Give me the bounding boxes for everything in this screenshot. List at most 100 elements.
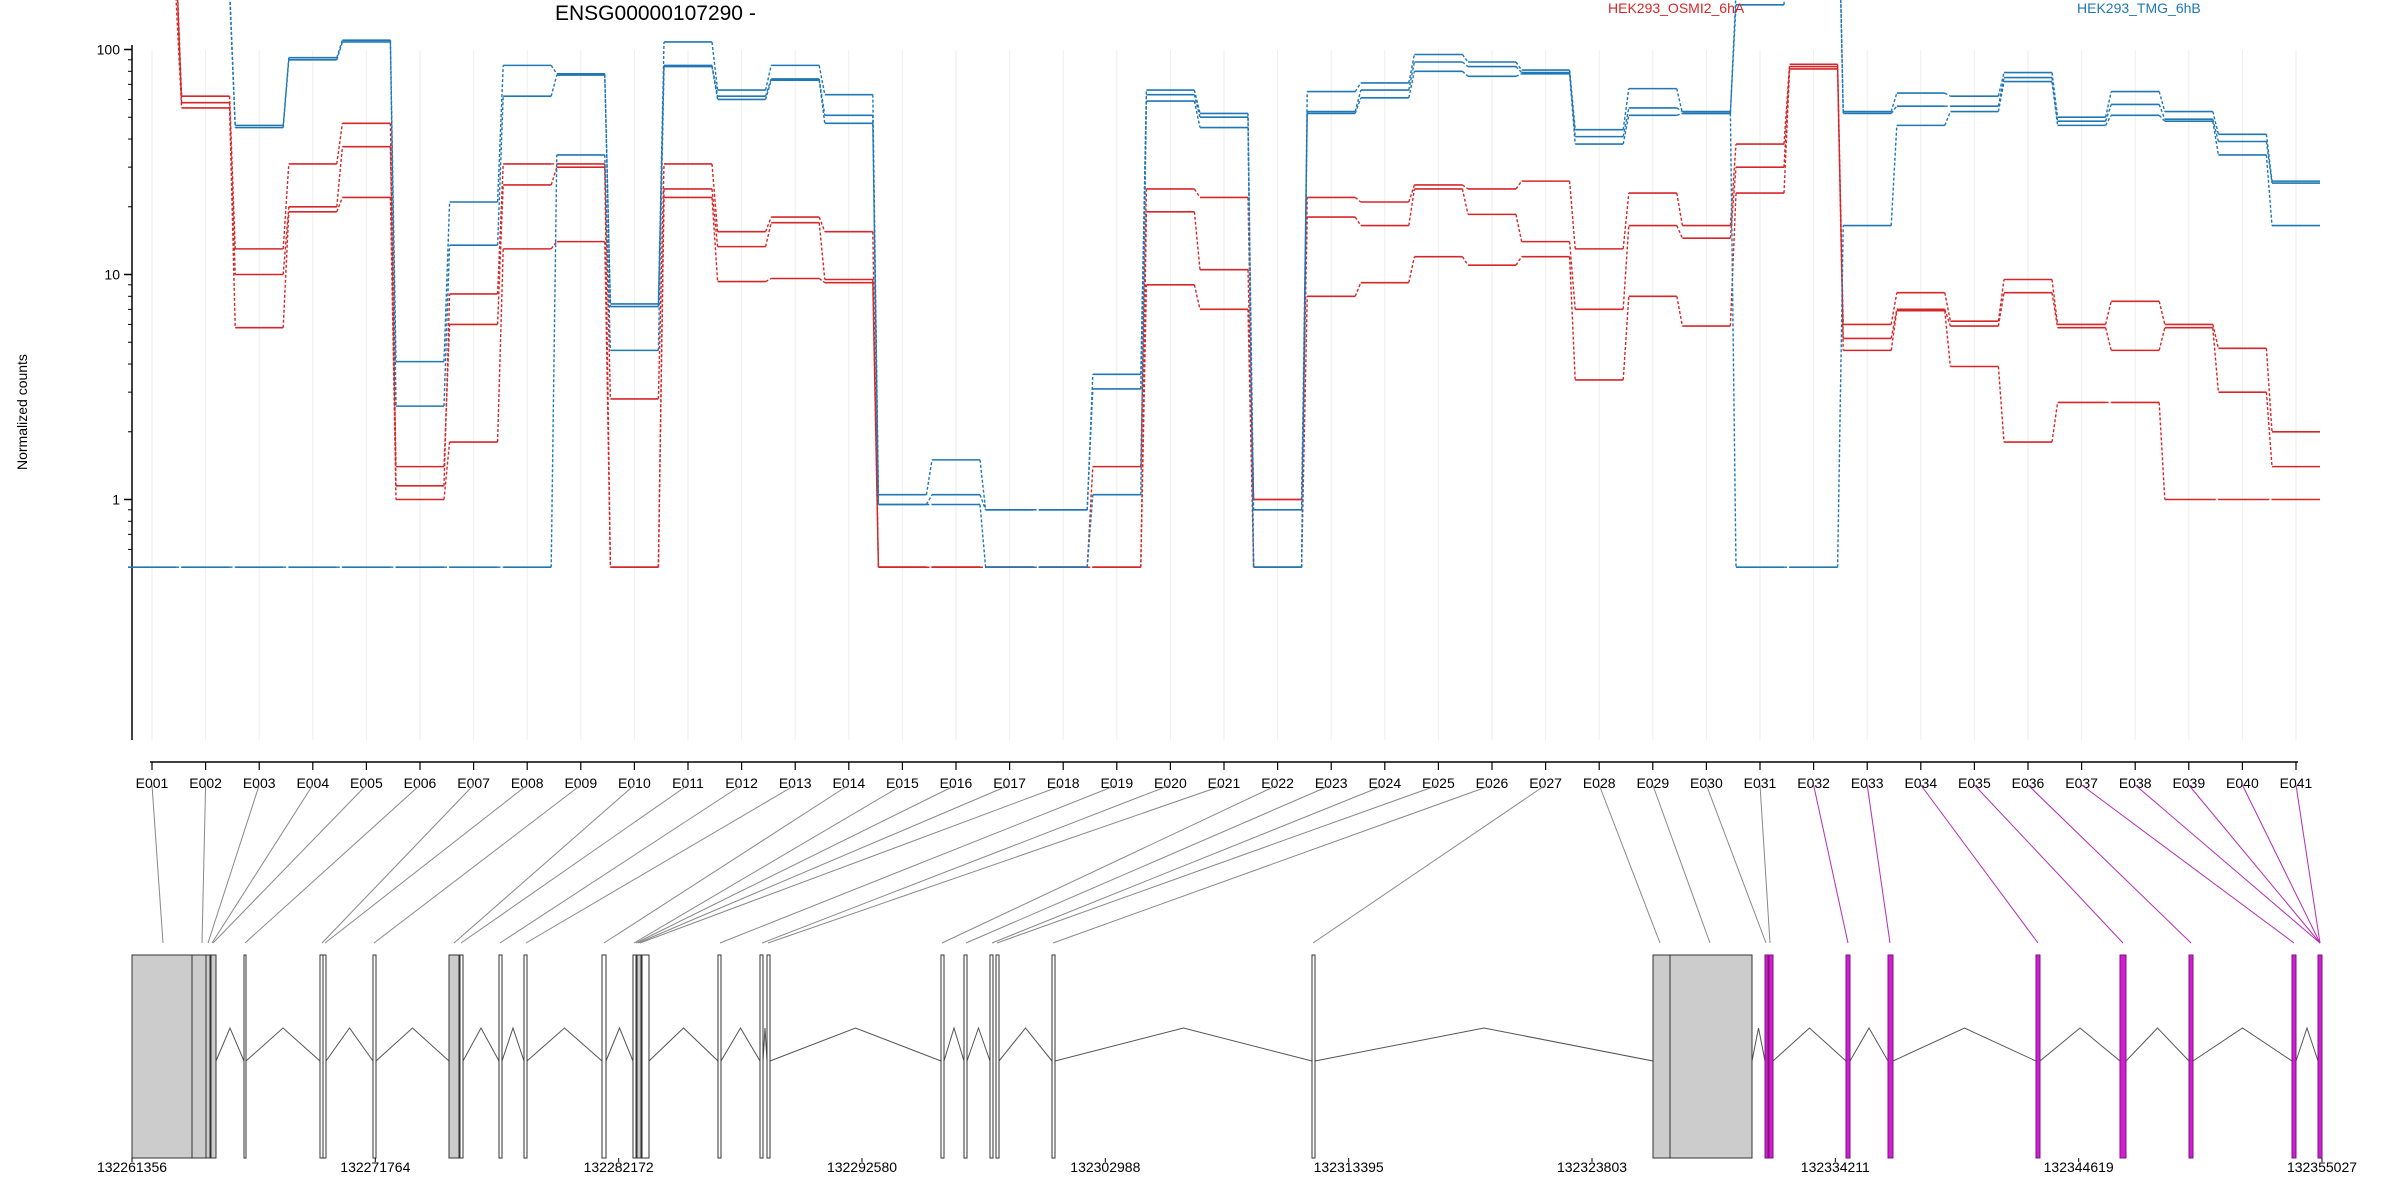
intron-line <box>648 1027 719 1062</box>
intron-line <box>2039 1027 2121 1062</box>
exon-connector <box>151 784 164 944</box>
exon-connector <box>2027 784 2192 944</box>
exon-connector <box>635 784 957 944</box>
series-connector <box>1729 4 1737 112</box>
exon-connectors <box>151 784 2321 944</box>
series-connector <box>818 222 826 280</box>
series-connector <box>2051 292 2059 328</box>
series-connector <box>282 163 290 249</box>
series-connector <box>1890 105 1898 114</box>
series-connector <box>1568 73 1576 145</box>
series-connector <box>1193 211 1201 270</box>
series-connector <box>496 248 504 443</box>
series-connector <box>1086 494 1094 568</box>
exon-box <box>1652 954 1671 1159</box>
series-connector <box>1193 100 1201 128</box>
series-connector <box>1997 292 2005 327</box>
series-connector <box>1890 92 1898 112</box>
series-connector <box>818 78 826 116</box>
series-connector <box>711 197 719 282</box>
exon-box <box>523 954 528 1159</box>
legend-entry-osmi2: HEK293_OSMI2_6hA <box>1608 0 1745 16</box>
genome-tick-label: 132271764 <box>340 1159 410 1175</box>
series-connector <box>1568 181 1576 249</box>
intron-line <box>1751 1027 1766 1062</box>
x-tick-label: E001 <box>136 775 169 791</box>
series-connector <box>1622 225 1630 310</box>
exon-connector <box>996 784 1439 944</box>
genome-tick-label: 132282172 <box>584 1159 654 1175</box>
exon-connector <box>1920 784 2039 944</box>
series-connector <box>2265 348 2273 432</box>
genome-tick-label: 132261356 <box>97 1159 167 1175</box>
series-connector <box>711 41 719 91</box>
exon-connector <box>2081 784 2295 944</box>
series-connector <box>764 216 772 232</box>
series-connector <box>1247 127 1255 568</box>
exon-connector <box>453 784 635 944</box>
series-connector <box>2104 114 2112 126</box>
series-connector <box>764 65 772 91</box>
series-connector <box>604 163 612 399</box>
series-connector <box>2158 104 2166 120</box>
series-connector <box>496 184 504 325</box>
x-tick-label: E023 <box>1315 775 1348 791</box>
series-connector <box>336 123 344 165</box>
intron-line <box>462 1026 500 1062</box>
series-connector <box>1086 388 1094 510</box>
exon-box <box>2291 954 2297 1159</box>
series-connector <box>1890 310 1898 351</box>
intron-line <box>998 1027 1053 1062</box>
series-connector <box>764 80 772 100</box>
x-tick-label: E018 <box>1047 775 1080 791</box>
exon-connector <box>324 784 528 944</box>
exon-connector <box>212 784 367 944</box>
series-connector <box>1997 366 2005 443</box>
series-connector <box>2212 119 2220 142</box>
genome-tick-label: 132292580 <box>827 1159 897 1175</box>
series-connector <box>228 102 236 275</box>
exon-box <box>131 954 193 1159</box>
x-tick-label: E002 <box>189 775 222 791</box>
series-connector <box>1140 101 1148 495</box>
series-connector <box>1247 309 1255 568</box>
exon-connector <box>244 784 421 944</box>
exon-box <box>641 954 650 1159</box>
exon-connector <box>1052 784 1493 944</box>
intron-line <box>325 1027 374 1062</box>
exon-connector <box>211 784 314 944</box>
x-tick-label: E034 <box>1904 775 1937 791</box>
exon-connector <box>761 784 1171 944</box>
series-connector <box>389 197 397 500</box>
series-connector <box>764 78 772 97</box>
x-tick-label: E011 <box>672 775 704 791</box>
series-connector <box>1676 225 1684 239</box>
series-connector <box>1515 61 1523 71</box>
series-connector <box>1515 66 1523 74</box>
exon-connector <box>1598 784 1661 944</box>
exon-connector <box>941 784 1278 944</box>
intron-line <box>2192 1027 2293 1062</box>
series-connector <box>2212 324 2220 349</box>
intron-line <box>605 1026 634 1062</box>
exon-connector <box>965 784 1332 944</box>
series-connector <box>711 65 719 97</box>
exon-box <box>717 954 722 1159</box>
series-connector <box>1836 66 1844 339</box>
intron-line <box>501 1026 525 1062</box>
series-connector <box>1729 193 1737 327</box>
series-connector <box>1944 111 1952 126</box>
series-connector <box>1461 256 1469 266</box>
x-tick-label: E005 <box>350 775 383 791</box>
series-connector <box>1354 282 1362 297</box>
series-connector <box>657 65 665 307</box>
exon-box <box>498 954 503 1159</box>
x-tick-label: E033 <box>1851 775 1884 791</box>
series-connector <box>1997 81 2005 112</box>
series-connector <box>2051 402 2059 443</box>
x-tick-label: E028 <box>1583 775 1616 791</box>
series-connector <box>1783 68 1791 194</box>
exon-connector <box>633 784 903 944</box>
series-connector <box>604 241 612 568</box>
